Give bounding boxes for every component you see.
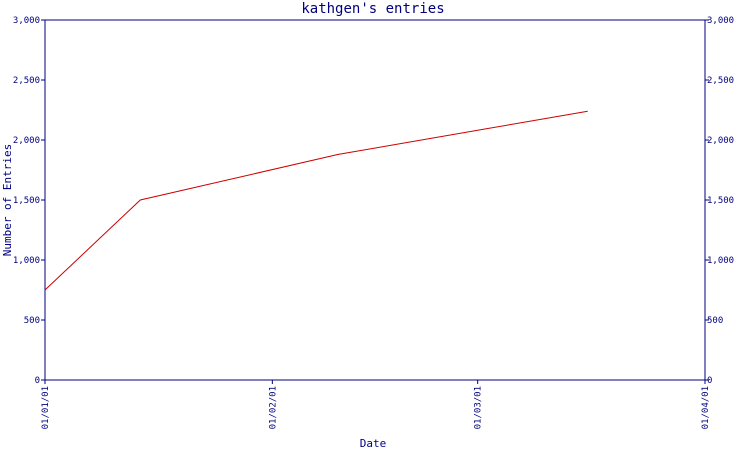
y-tick-label-right: 1,500	[707, 196, 734, 206]
y-tick-label-left: 0	[35, 376, 40, 386]
x-axis: 01/01/01 01/02/01 01/03/01 01/04/01	[41, 380, 711, 429]
y-axis-left: 0 500 1,000 1,500 2,000 2,500 3,000	[13, 16, 45, 386]
y-tick-label-left: 1,500	[13, 196, 40, 206]
chart-title: kathgen's entries	[301, 1, 444, 17]
plot-area-frame	[45, 20, 705, 380]
x-tick-label: 01/01/01	[41, 386, 51, 429]
y-tick-label-right: 0	[707, 376, 712, 386]
y-axis-title: Number of Entries	[1, 144, 14, 257]
y-tick-label-right: 1,000	[707, 256, 734, 266]
y-axis-right: 0 500 1,000 1,500 2,000 2,500 3,000	[705, 16, 734, 386]
y-tick-label-left: 1,000	[13, 256, 40, 266]
y-tick-label-left: 2,000	[13, 136, 40, 146]
y-tick-label-left: 500	[24, 316, 40, 326]
x-tick-label: 01/04/01	[701, 386, 711, 429]
series-line	[45, 111, 588, 290]
y-tick-label-right: 500	[707, 316, 723, 326]
y-tick-label-left: 2,500	[13, 76, 40, 86]
y-tick-label-left: 3,000	[13, 16, 40, 26]
y-tick-label-right: 3,000	[707, 16, 734, 26]
series-group	[45, 111, 588, 290]
x-axis-title: Date	[360, 437, 387, 450]
x-tick-label: 01/02/01	[268, 386, 278, 429]
y-tick-label-right: 2,000	[707, 136, 734, 146]
x-tick-label: 01/03/01	[474, 386, 484, 429]
y-tick-label-right: 2,500	[707, 76, 734, 86]
